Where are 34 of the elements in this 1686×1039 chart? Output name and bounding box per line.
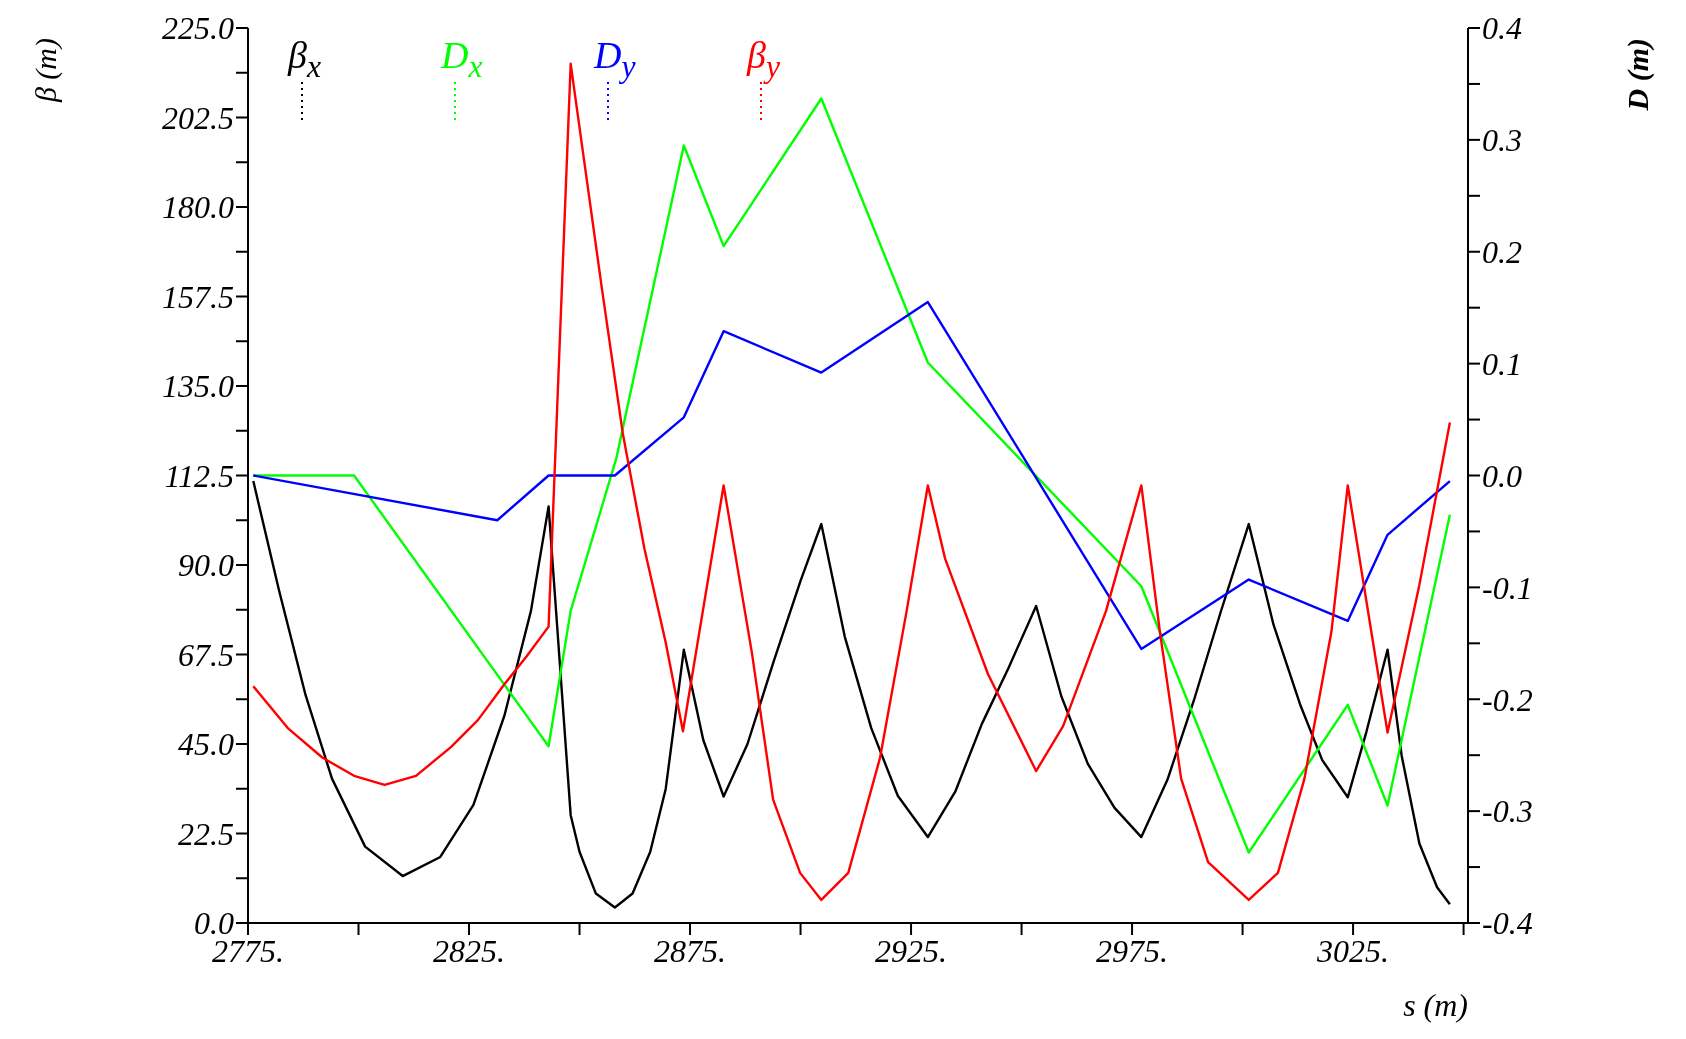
y-tick-label: 45.0 — [178, 726, 234, 763]
x-tick-label: 2875. — [654, 932, 727, 969]
y-axis-title: β (m) — [29, 38, 63, 104]
y-tick-label: 22.5 — [178, 815, 234, 852]
y-tick-label: 225.0 — [162, 10, 234, 47]
text: β$_{x}$ — [288, 34, 321, 84]
x-tick-label: 3025. — [1316, 932, 1390, 969]
y2-tick-label: 0.1 — [1482, 345, 1522, 382]
y2-tick-label: 0.0 — [1482, 457, 1522, 494]
y2-tick-label: -0.1 — [1482, 569, 1533, 606]
y-tick-label: 135.0 — [162, 368, 234, 405]
y2-tick-label: -0.3 — [1482, 793, 1533, 830]
y-tick-label: 90.0 — [178, 547, 234, 584]
x-tick-label: 2825. — [433, 932, 506, 969]
y2-tick-label: 0.2 — [1482, 234, 1522, 271]
y-tick-label: 202.5 — [162, 99, 234, 136]
y-tick-label: 112.5 — [164, 457, 234, 494]
y-tick-label: 180.0 — [162, 189, 234, 226]
y-tick-label: 157.5 — [162, 278, 234, 315]
line-series — [252, 479, 1452, 909]
text: D$_{x}$ — [441, 34, 483, 84]
y2-axis-title: D (m) — [1621, 38, 1655, 112]
y2-tick-label: 0.4 — [1482, 10, 1522, 47]
text: D$_{y}$ — [594, 34, 636, 84]
y-tick-label: 0.0 — [194, 905, 234, 942]
line-series — [252, 300, 1452, 651]
y2-tick-label: 0.3 — [1482, 122, 1522, 159]
y-tick-label: 67.5 — [178, 636, 234, 673]
x-axis-title: s (m) — [1403, 987, 1468, 1023]
y2-tick-label: -0.4 — [1482, 905, 1533, 942]
x-tick-label: 2975. — [1096, 932, 1169, 969]
y2-tick-label: -0.2 — [1482, 681, 1533, 718]
x-tick-label: 2925. — [875, 932, 948, 969]
text: β$_{y}$ — [747, 34, 780, 84]
